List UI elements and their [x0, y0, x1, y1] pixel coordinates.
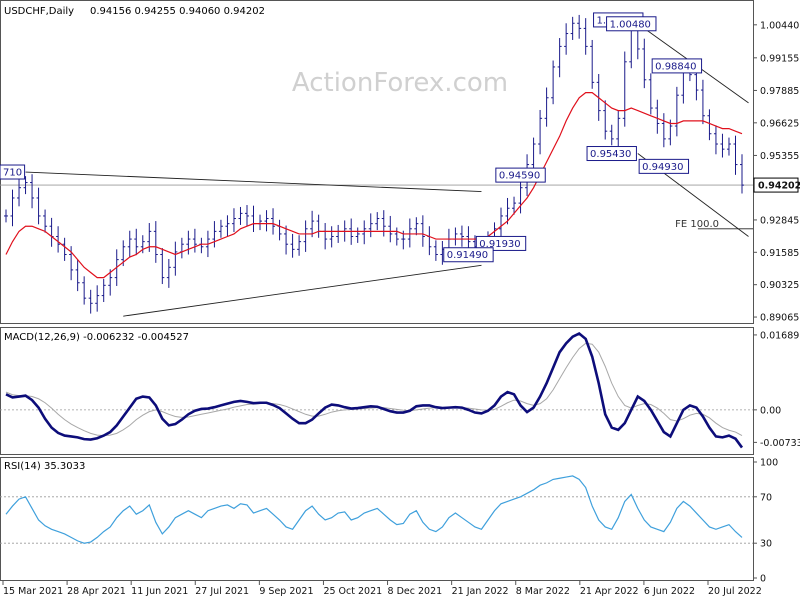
price-axis-label: 0.95355: [760, 151, 799, 162]
price-level-label: 0.98840: [655, 61, 696, 72]
macd-axis-label: 0.01689: [760, 330, 799, 341]
rsi-panel: [0, 457, 754, 581]
price-level-label: 710: [3, 168, 22, 179]
price-level-label: 0.94930: [642, 162, 683, 173]
trendline: [123, 264, 482, 317]
x-axis-group: 15 Mar 2021 28 Apr 2021 11 Jun 2021 27 Jul …: [2, 581, 762, 597]
x-axis-label: 9 Sep 2021: [259, 586, 313, 597]
price-axis-label: 0.91585: [760, 248, 799, 259]
price-level-box: [606, 16, 657, 32]
macd-axis-label: 0.00: [760, 405, 781, 416]
price-axis-label: 0.92845: [760, 215, 799, 226]
price-axis-label: 0.90325: [760, 280, 799, 291]
x-axis-label: 15 Mar 2021: [3, 586, 63, 597]
price-axis-label: 0.89065: [760, 313, 799, 324]
macd-title: MACD(12,26,9) -0.006232 -0.004527: [4, 332, 189, 343]
macd-axis-label: -0.007333: [760, 438, 800, 449]
rsi-axis-group: 100 70 30 0: [0, 458, 778, 585]
macd-signal-line: [5, 342, 743, 437]
trendline: [25, 171, 482, 192]
rsi-title: RSI(14) 35.3033: [4, 461, 85, 472]
price-level-box: [475, 235, 527, 251]
price-level-label: 0.94590: [499, 171, 540, 182]
current-price-label: 0.94202: [758, 181, 800, 192]
price-level-label: 0.95430: [590, 149, 631, 160]
price-panel: [0, 0, 754, 324]
chart-ohlc: 0.94156 0.94255 0.94060 0.94202: [90, 6, 265, 17]
x-axis-label: 8 Mar 2022: [516, 586, 570, 597]
rsi-line: [5, 475, 743, 544]
macd-axis-group: 0.01689 0.00 -0.007333: [0, 330, 800, 449]
price-axis-label: 0.96625: [760, 118, 799, 129]
price-level-box: [651, 58, 703, 74]
x-axis-label: 25 Oct 2021: [323, 586, 382, 597]
price-level-box: [0, 164, 26, 180]
watermark: ActionForex.com: [292, 68, 508, 98]
x-axis-label: 21 Jan 2022: [452, 586, 509, 597]
price-axis-label: 1.00440: [760, 20, 799, 31]
price-level-box: [586, 146, 637, 162]
rsi-axis-label: 100: [760, 458, 778, 469]
x-axis-label: 8 Dec 2021: [388, 586, 443, 597]
x-axis-label: 27 Jul 2021: [195, 586, 249, 597]
price-level-box: [495, 167, 546, 183]
rsi-axis-label: 30: [760, 539, 772, 550]
current-price-tag: [753, 177, 799, 193]
x-axis-label: 6 Jun 2022: [644, 586, 695, 597]
price-axis-group: 1.00440 0.99155 0.97885 0.96625 0.95355 0.928…: [0, 20, 800, 324]
x-axis-label: 21 Apr 2022: [580, 586, 639, 597]
x-axis-label: 20 Jul 2022: [708, 586, 762, 597]
price-level-box: [638, 158, 690, 174]
price-level-label: 0.91490: [447, 250, 488, 261]
rsi-axis-label: 0: [760, 574, 766, 585]
price-annotations-group: 1.006301.004800.988400.954300.949300.945…: [0, 12, 719, 263]
price-axis-label: 0.99155: [760, 53, 799, 64]
fe-label: FE 100.0: [675, 219, 719, 230]
moving-average-line: [5, 92, 743, 279]
price-level-box: [443, 247, 494, 263]
macd-panel: [0, 327, 754, 455]
rsi-axis-label: 70: [760, 492, 772, 503]
price-level-label: 1.00480: [610, 19, 651, 30]
price-level-label: 0.91930: [479, 239, 520, 250]
chart-symbol: USDCHF,Daily: [4, 6, 74, 17]
x-axis-label: 11 Jun 2021: [131, 586, 188, 597]
price-axis-label: 0.97885: [760, 86, 799, 97]
macd-line: [5, 332, 744, 449]
x-axis-label: 28 Apr 2021: [67, 586, 126, 597]
